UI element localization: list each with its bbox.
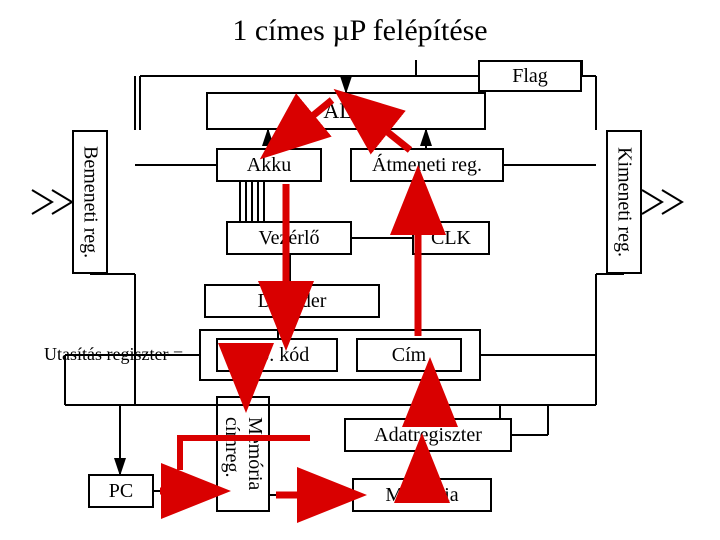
kimeneti-box: Kimeneti reg.: [606, 130, 642, 274]
clk-box: CLK: [412, 221, 490, 255]
cim-label: Cím: [392, 344, 426, 367]
flag-box: Flag: [478, 60, 582, 92]
dekoder-label: Dekóder: [258, 290, 327, 313]
pc-box: PC: [88, 474, 154, 508]
flag-label: Flag: [512, 65, 548, 88]
bemeneti-label: Bemeneti reg.: [79, 146, 102, 258]
pc-label: PC: [109, 480, 133, 503]
page-title: 1 címes µP felépítése: [0, 14, 720, 48]
adatreg-label: Adatregiszter: [374, 424, 482, 447]
memcimreg-label: Memória címreg.: [220, 417, 266, 490]
utasitas-label: Utasítás regiszter =: [44, 344, 183, 365]
opkod-box: Op. kód: [216, 338, 338, 372]
alu-label: ALU: [323, 98, 368, 124]
adatreg-box: Adatregiszter: [344, 418, 512, 452]
vezerlo-box: Vezérlő: [226, 221, 352, 255]
vezerlo-label: Vezérlő: [258, 227, 319, 250]
opkod-label: Op. kód: [245, 344, 309, 367]
memcimreg-box: Memória címreg.: [216, 396, 270, 512]
atmeneti-box: Átmeneti reg.: [350, 148, 504, 182]
clk-label: CLK: [431, 227, 471, 250]
memoria-box: Memória: [352, 478, 492, 512]
memoria-label: Memória: [385, 484, 458, 507]
diagram-canvas: 1 címes µP felépítése Flag ALU Akku Átme…: [0, 0, 720, 540]
cim-box: Cím: [356, 338, 462, 372]
kimeneti-label: Kimeneti reg.: [613, 147, 636, 257]
title-text: 1 címes µP felépítése: [232, 14, 487, 47]
bemeneti-box: Bemeneti reg.: [72, 130, 108, 274]
akku-label: Akku: [247, 154, 291, 177]
atmeneti-label: Átmeneti reg.: [372, 154, 482, 177]
dekoder-box: Dekóder: [204, 284, 380, 318]
alu-box: ALU: [206, 92, 486, 130]
akku-box: Akku: [216, 148, 322, 182]
